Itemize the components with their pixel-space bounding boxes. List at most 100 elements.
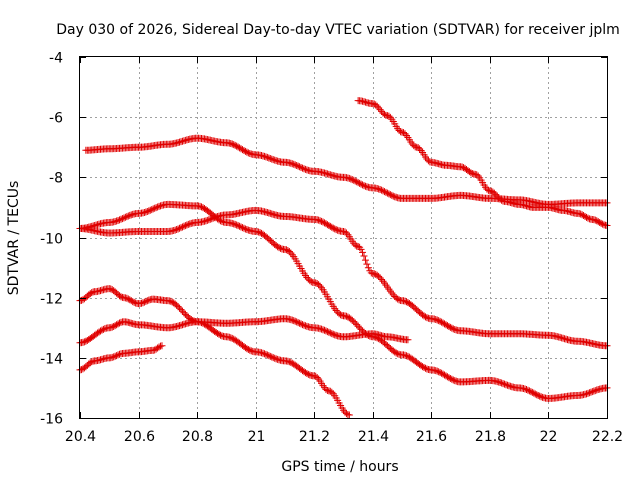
data-point: [237, 223, 245, 231]
data-point: [597, 219, 605, 227]
data-point: [490, 189, 498, 197]
data-point: [588, 388, 596, 396]
data-point: [372, 101, 380, 109]
data-point: [262, 153, 270, 161]
data-point: [117, 215, 125, 223]
data-point: [316, 282, 324, 290]
data-point: [318, 217, 326, 225]
data-point: [99, 325, 107, 333]
data-point: [328, 330, 336, 338]
data-point: [271, 354, 279, 362]
data-point: [438, 318, 446, 326]
x-tick-label: 22.2: [592, 429, 623, 445]
data-point: [113, 352, 121, 360]
data-point: [361, 182, 369, 190]
data-point: [120, 214, 128, 222]
data-point: [118, 215, 126, 223]
data-point: [155, 202, 163, 210]
data-point: [214, 330, 222, 338]
data-point: [129, 298, 137, 306]
data-point: [375, 185, 383, 193]
data-point: [88, 358, 96, 366]
data-point: [445, 323, 453, 331]
x-tick-label: 21.2: [299, 429, 330, 445]
data-point: [435, 368, 443, 376]
data-point: [435, 317, 443, 325]
data-point: [198, 203, 206, 211]
data-point: [244, 149, 252, 157]
data-point: [108, 323, 116, 331]
chart-title: Day 030 of 2026, Sidereal Day-to-day VTE…: [56, 22, 620, 38]
data-point: [360, 182, 368, 190]
y-axis-label: SDTVAR / TECUs: [6, 181, 22, 296]
data-point: [329, 224, 337, 232]
data-point: [266, 352, 274, 360]
data-point: [177, 224, 185, 232]
data-point: [388, 191, 396, 199]
data-point: [304, 370, 312, 378]
data-point: [441, 320, 449, 328]
data-point: [233, 142, 241, 150]
data-point: [357, 180, 365, 188]
data-point: [233, 221, 241, 229]
data-point: [385, 190, 393, 198]
data-point: [176, 304, 184, 312]
data-point: [326, 222, 334, 230]
data-point: [383, 189, 391, 197]
data-point: [173, 301, 181, 309]
series-arc-1: [82, 134, 611, 208]
data-point: [594, 218, 602, 226]
data-point: [531, 390, 539, 398]
data-point: [319, 218, 327, 226]
data-point: [370, 270, 378, 278]
data-point: [473, 171, 481, 179]
data-point: [218, 217, 226, 225]
data-point: [376, 186, 384, 194]
data-point: [527, 388, 535, 396]
data-point: [244, 345, 252, 353]
data-point: [240, 147, 248, 155]
data-point: [174, 303, 182, 311]
y-tick-label: -14: [40, 352, 63, 368]
data-point: [391, 193, 399, 201]
data-point: [596, 218, 604, 226]
x-tick-label: 21.4: [358, 429, 389, 445]
data-point: [294, 162, 302, 170]
data-point: [385, 112, 393, 120]
data-point: [375, 272, 383, 280]
data-point: [246, 150, 254, 158]
x-tick-label: 21: [248, 429, 266, 445]
data-point: [307, 278, 315, 286]
data-point: [388, 289, 396, 297]
data-point: [433, 367, 441, 375]
data-point: [123, 294, 131, 302]
data-point: [376, 106, 384, 114]
data-point: [580, 212, 588, 220]
data-point: [142, 297, 150, 305]
data-point: [525, 387, 533, 395]
data-point: [143, 207, 151, 215]
data-point: [151, 204, 159, 212]
data-point: [260, 350, 268, 358]
data-point: [319, 326, 327, 334]
data-point: [152, 204, 160, 212]
data-point: [296, 319, 304, 327]
data-point: [263, 351, 271, 359]
data-point: [342, 312, 350, 320]
data-point: [287, 358, 295, 366]
data-point: [351, 177, 359, 185]
data-point: [299, 321, 307, 329]
data-point: [234, 222, 242, 230]
data-point: [334, 226, 342, 234]
plot-frame: [79, 56, 608, 419]
data-point: [599, 220, 607, 228]
data-point: [275, 244, 283, 252]
data-point: [449, 325, 457, 333]
data-point: [446, 375, 454, 383]
data-point: [96, 327, 104, 335]
data-point: [312, 279, 320, 287]
data-point: [263, 153, 271, 161]
data-point: [342, 229, 350, 237]
series-arc-4: [76, 206, 611, 350]
data-point: [449, 376, 457, 384]
